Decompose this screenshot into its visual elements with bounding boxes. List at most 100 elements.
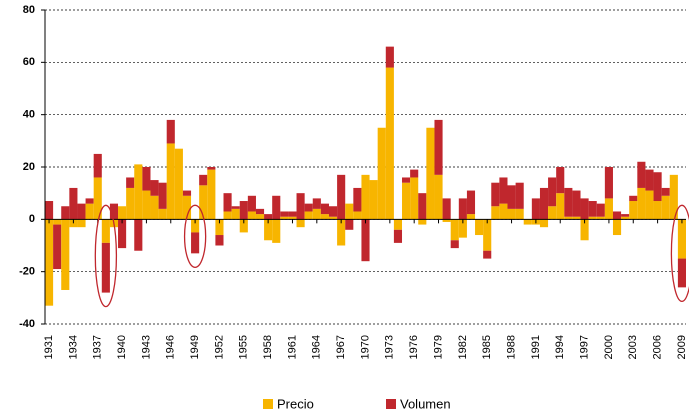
- bar-segment: [304, 211, 313, 220]
- bar-segment: [548, 206, 557, 220]
- bar-segment: [296, 193, 305, 220]
- bar-segment: [499, 203, 508, 220]
- bar-segment: [158, 182, 167, 209]
- bar-segment: [126, 177, 135, 188]
- bar-segment: [629, 195, 638, 202]
- bar-segment: [466, 214, 476, 220]
- bar-segment: [483, 250, 492, 259]
- bar-segment: [572, 216, 581, 220]
- bar-segment: [361, 219, 370, 262]
- bar-segment: [239, 219, 248, 233]
- bar-segment: [296, 219, 305, 228]
- bar-segment: [661, 187, 670, 196]
- bar-segment: [353, 211, 362, 220]
- bar-segment: [118, 219, 127, 249]
- bar-segment: [637, 161, 646, 188]
- x-tick-label: 1994: [554, 335, 566, 359]
- bar-segment: [272, 195, 281, 220]
- bar-segment: [191, 219, 200, 233]
- bar-segment: [475, 219, 484, 236]
- bar-segment: [402, 177, 411, 183]
- bar-segment: [556, 167, 565, 194]
- bar-segment: [199, 185, 208, 220]
- bar-segment: [223, 193, 232, 212]
- x-tick-label: 1958: [262, 335, 274, 359]
- bar-segment: [142, 167, 151, 191]
- bar-segment: [231, 206, 240, 209]
- bar-segment: [507, 185, 516, 209]
- bar-segment: [255, 208, 265, 215]
- bar-segment: [337, 219, 346, 246]
- bar-segment: [264, 214, 273, 220]
- bar-segment: [288, 211, 297, 217]
- bar-segment: [645, 169, 654, 191]
- y-tick-label: 0: [29, 213, 35, 225]
- x-tick-label: 1952: [213, 335, 225, 359]
- bar-segment: [491, 182, 500, 207]
- x-tick-label: 1940: [116, 335, 128, 359]
- bar-segment: [158, 208, 167, 220]
- highlight-ellipse: [94, 204, 118, 308]
- bar-segment: [207, 169, 216, 220]
- bar-segment: [45, 219, 54, 306]
- bar-segment: [345, 203, 354, 220]
- bar-segment: [166, 143, 175, 220]
- bar-segment: [677, 219, 686, 259]
- bar-segment: [458, 219, 467, 238]
- bar-segment: [385, 46, 394, 68]
- bar-segment: [556, 193, 565, 220]
- bar-segment: [53, 224, 62, 270]
- bar-segment: [653, 201, 662, 220]
- bar-segment: [101, 219, 110, 243]
- x-tick-label: 1985: [481, 335, 493, 359]
- bar-segment: [150, 180, 159, 196]
- bar-segment: [182, 195, 192, 220]
- bar-segment: [596, 203, 605, 217]
- x-tick-label: 1943: [140, 335, 152, 359]
- bar-segment: [564, 187, 573, 217]
- bar-segment: [134, 164, 143, 220]
- bar-segment: [345, 219, 354, 230]
- bar-segment: [199, 174, 208, 186]
- bar-segment: [280, 211, 289, 217]
- x-tick-label: 2000: [603, 335, 615, 359]
- bar-segment: [458, 198, 467, 220]
- x-tick-label: 1961: [286, 335, 298, 359]
- legend-label: Precio: [277, 396, 314, 411]
- bar-segment: [264, 219, 273, 241]
- bar-segment: [215, 235, 224, 246]
- x-tick-label: 2003: [627, 335, 639, 359]
- x-tick-label: 1937: [92, 335, 104, 359]
- bar-segment: [531, 198, 540, 220]
- bar-segment: [312, 208, 321, 220]
- bar-segment: [353, 187, 362, 212]
- bar-segment: [174, 148, 183, 220]
- bar-segment: [77, 219, 86, 228]
- bar-segment: [328, 216, 338, 220]
- x-tick-label: 1970: [359, 335, 371, 359]
- bar-segment: [580, 198, 589, 220]
- x-tick-label: 1934: [67, 335, 79, 359]
- bar-segment: [604, 167, 613, 199]
- bar-segment: [77, 203, 86, 220]
- bar-segment: [410, 169, 419, 178]
- bar-segment: [418, 193, 427, 220]
- bar-segment: [247, 195, 256, 212]
- bar-segment: [669, 174, 678, 220]
- bar-segment: [653, 172, 662, 202]
- bar-segment: [548, 177, 557, 207]
- y-tick-label: 20: [23, 161, 35, 173]
- bar-segment: [491, 206, 500, 220]
- bar-segment: [410, 177, 419, 220]
- bar-segment: [247, 211, 256, 220]
- bar-segment: [612, 211, 622, 220]
- x-tick-label: 1964: [311, 335, 323, 359]
- bar-segment: [109, 203, 119, 220]
- bar-segment: [320, 203, 329, 215]
- x-tick-label: 1946: [165, 335, 177, 359]
- bar-segment: [677, 258, 686, 288]
- bar-segment: [434, 119, 443, 175]
- bar-segment: [523, 219, 532, 225]
- bar-segment: [483, 219, 492, 251]
